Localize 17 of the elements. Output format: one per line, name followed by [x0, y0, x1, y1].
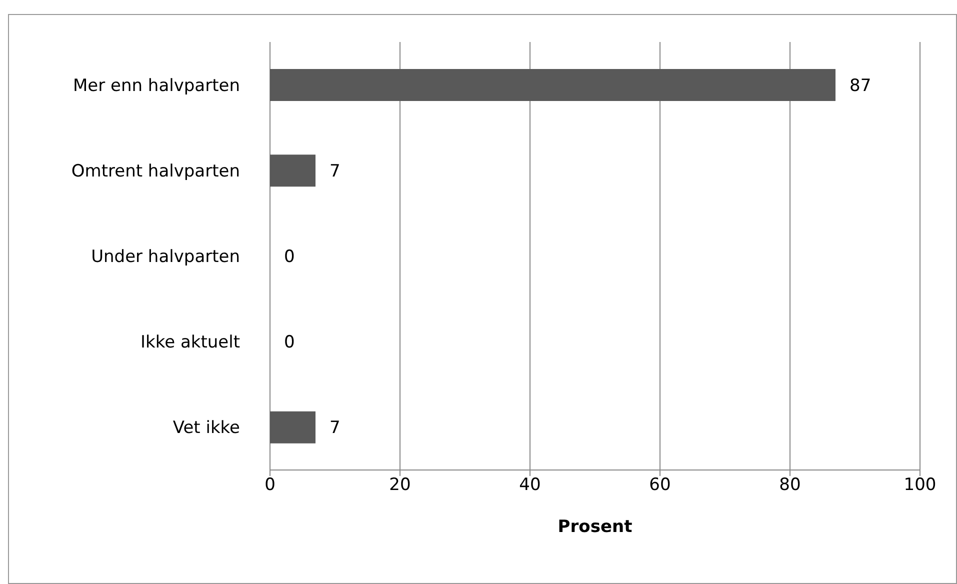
y-tick-label: Under halvparten: [91, 247, 240, 268]
y-tick-label: Omtrent halvparten: [71, 161, 240, 182]
x-tick-label: 80: [779, 475, 801, 496]
y-tick-label: Mer enn halvparten: [72, 76, 240, 96]
data-label: 0: [284, 332, 295, 353]
x-axis-title: Prosent: [558, 517, 632, 537]
data-label: 7: [330, 418, 340, 438]
x-tick-label: 40: [519, 475, 541, 496]
data-label: 0: [284, 246, 295, 267]
x-tick-label: 60: [649, 475, 671, 496]
y-tick-label: Ikke aktuelt: [140, 332, 240, 353]
x-tick-label: 0: [264, 475, 276, 496]
y-tick-label: Vet ikke: [172, 418, 240, 438]
x-tick-label: 100: [904, 475, 936, 496]
data-label: 7: [330, 161, 340, 182]
x-tick-label: 20: [389, 475, 411, 496]
data-label: 87: [850, 76, 872, 96]
